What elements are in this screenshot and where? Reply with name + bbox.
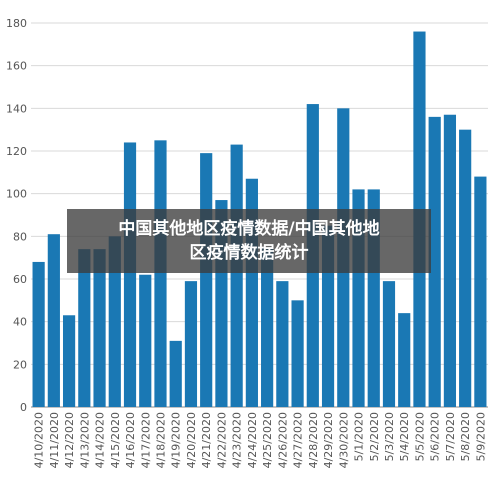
x-tick-label: 4/26/2020 xyxy=(276,412,289,468)
bar xyxy=(169,340,182,407)
bar xyxy=(230,144,243,407)
bar xyxy=(123,142,137,407)
bar xyxy=(47,234,60,407)
x-tick-label: 4/20/2020 xyxy=(185,412,198,468)
x-tick-label: 4/25/2020 xyxy=(261,412,274,468)
x-tick-label: 4/19/2020 xyxy=(170,412,183,468)
bar xyxy=(154,140,167,408)
x-tick-label: 4/21/2020 xyxy=(200,412,213,468)
caption-line-2: 区疫情数据统计 xyxy=(189,243,309,263)
y-tick-label: 100 xyxy=(6,188,27,201)
x-tick-label: 4/27/2020 xyxy=(292,412,305,468)
y-tick-label: 180 xyxy=(6,17,27,30)
bar xyxy=(459,129,472,407)
bar xyxy=(32,261,45,407)
bar xyxy=(474,176,487,407)
x-tick-label: 5/8/2020 xyxy=(459,412,472,461)
x-tick-label: 5/4/2020 xyxy=(398,412,411,461)
x-tick-label: 4/30/2020 xyxy=(337,412,350,468)
bars xyxy=(32,31,487,408)
y-tick-label: 160 xyxy=(6,60,27,73)
x-tick-label: 4/15/2020 xyxy=(109,412,122,468)
bar xyxy=(200,153,213,407)
x-tick-label: 5/7/2020 xyxy=(444,412,457,461)
x-tick-label: 4/28/2020 xyxy=(307,412,320,468)
bar xyxy=(261,247,274,407)
y-tick-label: 20 xyxy=(13,358,27,371)
x-tick-label: 4/22/2020 xyxy=(215,412,228,468)
bar xyxy=(62,315,76,407)
y-tick-label: 140 xyxy=(6,102,27,115)
y-tick-label: 80 xyxy=(13,230,27,243)
y-tick-label: 60 xyxy=(13,273,27,286)
bar xyxy=(184,281,198,407)
y-tick-label: 120 xyxy=(6,145,27,158)
x-tick-label: 4/23/2020 xyxy=(231,412,244,468)
x-tick-label: 4/10/2020 xyxy=(33,412,46,468)
x-tick-label: 4/18/2020 xyxy=(154,412,167,468)
x-tick-label: 4/29/2020 xyxy=(322,412,335,468)
y-axis: 0 20 40 60 80 100 120 140 160 180 xyxy=(6,17,27,414)
bar xyxy=(428,116,441,407)
x-axis: 4/10/2020 4/11/2020 4/12/2020 4/13/2020 4/14… xyxy=(33,412,488,468)
bar xyxy=(108,236,121,407)
x-tick-label: 5/5/2020 xyxy=(413,412,426,461)
watermark-caption: 中国其他地区疫情数据/中国其他地 区疫情数据统计 xyxy=(67,209,431,273)
x-tick-label: 4/16/2020 xyxy=(124,412,137,468)
bar xyxy=(78,249,91,407)
caption-line-1: 中国其他地区疫情数据/中国其他地 xyxy=(118,219,380,239)
x-tick-label: 4/14/2020 xyxy=(94,412,107,468)
x-tick-label: 4/17/2020 xyxy=(139,412,152,468)
bar xyxy=(398,313,411,407)
bar xyxy=(382,281,396,407)
bar xyxy=(276,281,289,407)
bar xyxy=(291,300,304,407)
x-tick-label: 4/11/2020 xyxy=(48,412,61,468)
x-tick-label: 5/1/2020 xyxy=(353,412,366,461)
x-tick-label: 4/13/2020 xyxy=(78,412,91,468)
x-tick-label: 5/3/2020 xyxy=(383,412,396,461)
bar xyxy=(139,274,152,407)
x-tick-label: 4/24/2020 xyxy=(246,412,259,468)
x-tick-label: 4/12/2020 xyxy=(63,412,76,468)
y-tick-label: 0 xyxy=(20,401,27,414)
bar xyxy=(93,249,106,407)
x-tick-label: 5/6/2020 xyxy=(429,412,442,461)
bar xyxy=(443,114,457,407)
x-tick-label: 5/2/2020 xyxy=(368,412,381,461)
y-tick-label: 40 xyxy=(13,316,27,329)
x-tick-label: 5/9/2020 xyxy=(474,412,487,461)
